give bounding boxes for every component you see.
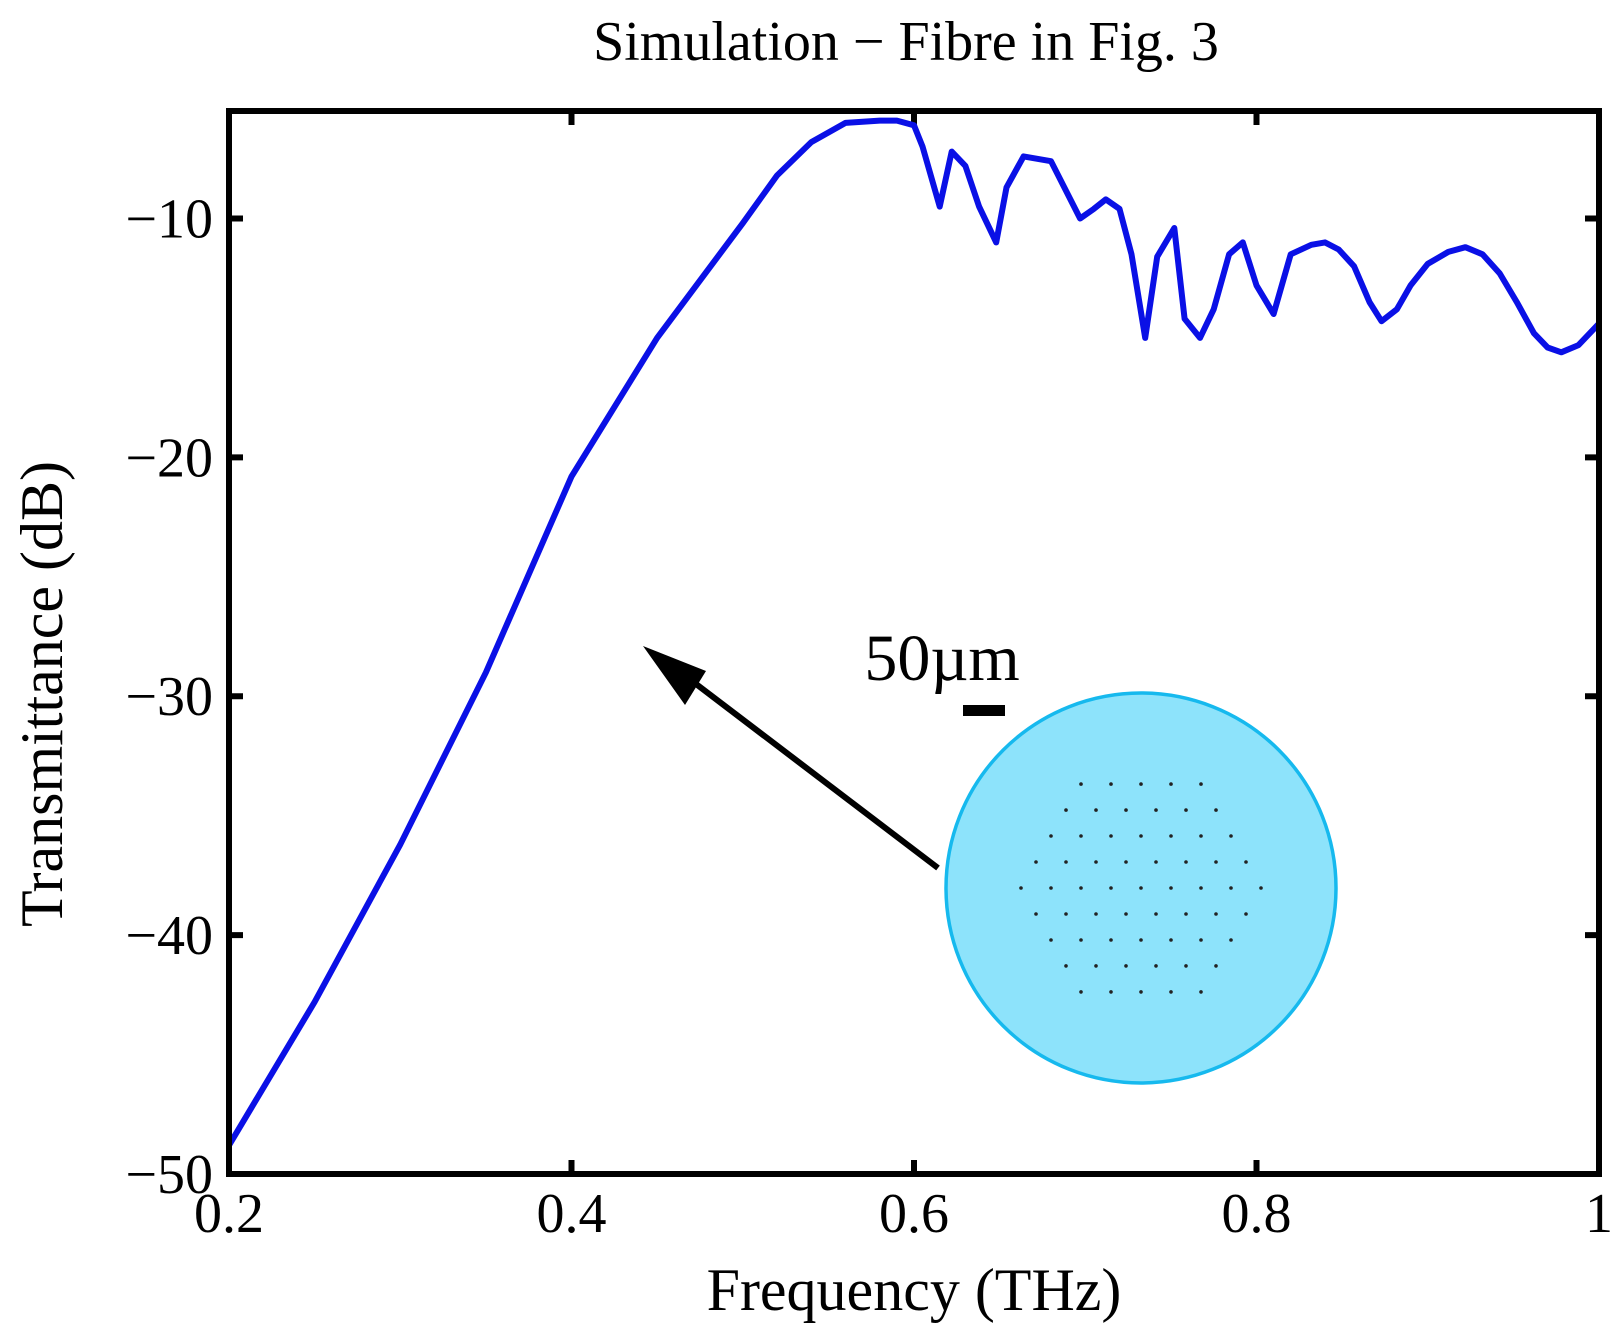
fibre-hole — [1124, 964, 1128, 968]
fibre-hole — [1109, 990, 1113, 994]
fibre-hole — [1139, 990, 1143, 994]
scale-bar — [963, 705, 1005, 716]
fibre-hole — [1229, 886, 1233, 890]
fibre-hole — [1199, 990, 1203, 994]
fibre-hole — [1184, 860, 1188, 864]
fibre-hole — [1244, 912, 1248, 916]
fibre-hole — [1139, 886, 1143, 890]
fibre-hole — [1064, 808, 1068, 812]
x-tick-label: 0.6 — [879, 1183, 949, 1245]
fibre-hole — [1034, 912, 1038, 916]
fibre-hole — [1109, 886, 1113, 890]
fibre-hole — [1109, 782, 1113, 786]
fibre-hole — [1199, 834, 1203, 838]
arrow-shaft — [673, 665, 940, 871]
y-tick-label: −50 — [125, 1144, 213, 1206]
fibre-hole — [1169, 938, 1173, 942]
fibre-hole — [1229, 834, 1233, 838]
fibre-hole — [1079, 834, 1083, 838]
fibre-hole — [1199, 782, 1203, 786]
fibre-hole — [1154, 860, 1158, 864]
x-tick-label: 0.4 — [537, 1183, 607, 1245]
fibre-hole — [1079, 782, 1083, 786]
fibre-hole — [1064, 912, 1068, 916]
fibre-hole — [1094, 860, 1098, 864]
fibre-hole — [1139, 782, 1143, 786]
fibre-hole — [1184, 964, 1188, 968]
fibre-hole — [1169, 782, 1173, 786]
fibre-hole — [1094, 912, 1098, 916]
fibre-hole — [1124, 912, 1128, 916]
y-tick-label: −20 — [125, 427, 213, 489]
fibre-hole — [1079, 990, 1083, 994]
fibre-hole — [1049, 834, 1053, 838]
fibre-hole — [1169, 834, 1173, 838]
x-tick-label: 0.8 — [1222, 1183, 1292, 1245]
fibre-hole — [1154, 964, 1158, 968]
x-tick-label: 1 — [1585, 1183, 1612, 1245]
fibre-hole — [1244, 860, 1248, 864]
fibre-hole — [1034, 860, 1038, 864]
fibre-hole — [1199, 886, 1203, 890]
fibre-hole — [1049, 886, 1053, 890]
series-line-transmittance — [226, 117, 1602, 1149]
fibre-hole — [1229, 938, 1233, 942]
fibre-hole — [1124, 808, 1128, 812]
fibre-hole — [1199, 938, 1203, 942]
fibre-hole — [1184, 912, 1188, 916]
fibre-hole — [1019, 886, 1023, 890]
plot-frame — [226, 108, 1602, 1177]
fibre-hole — [1124, 860, 1128, 864]
fibre-hole — [1109, 834, 1113, 838]
fibre-hole — [1064, 964, 1068, 968]
fibre-holes — [1019, 782, 1263, 994]
scale-label: 50µm — [864, 622, 1019, 695]
fibre-hole — [1049, 938, 1053, 942]
fibre-hole — [1154, 808, 1158, 812]
fibre-inset: 50µm — [643, 622, 1338, 1085]
x-tick-label: 0.2 — [194, 1183, 264, 1245]
fibre-hole — [1094, 964, 1098, 968]
fibre-hole — [1214, 860, 1218, 864]
fibre-hole — [1214, 912, 1218, 916]
chart-title: Simulation − Fibre in Fig. 3 — [593, 11, 1219, 73]
fibre-hole — [1169, 886, 1173, 890]
fibre-hole — [1094, 808, 1098, 812]
fibre-hole — [1139, 834, 1143, 838]
arrow-head — [643, 646, 706, 705]
fibre-hole — [1154, 912, 1158, 916]
y-axis-title: Transmittance (dB) — [9, 461, 75, 927]
y-tick-label: −40 — [125, 905, 213, 967]
y-tick-label: −10 — [125, 188, 213, 250]
fibre-hole — [1139, 938, 1143, 942]
axes: 0.2 0.4 0.6 0.8 1 −50 −40 −30 −20 −10 — [125, 111, 1612, 1245]
fibre-hole — [1259, 886, 1263, 890]
y-tick-label: −30 — [125, 666, 213, 728]
fibre-hole — [1079, 886, 1083, 890]
fibre-hole — [1079, 938, 1083, 942]
fibre-hole — [1064, 860, 1068, 864]
fibre-hole — [1109, 938, 1113, 942]
fibre-hole — [1214, 808, 1218, 812]
fibre-hole — [1184, 808, 1188, 812]
fibre-hole — [1169, 990, 1173, 994]
fibre-hole — [1214, 964, 1218, 968]
x-axis-title: Frequency (THz) — [707, 1257, 1122, 1323]
